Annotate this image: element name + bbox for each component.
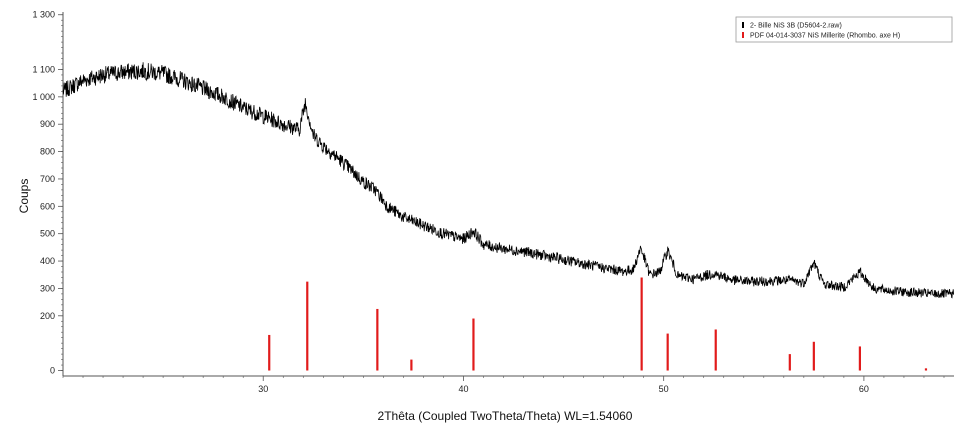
y-tick-label: 1 300 bbox=[32, 10, 55, 20]
y-tick-label: 0 bbox=[50, 366, 55, 376]
legend-swatch-pattern bbox=[742, 22, 744, 28]
y-tick-label: 600 bbox=[40, 201, 55, 211]
legend-box bbox=[735, 16, 953, 43]
legend-entry-pattern: 2- Bille NiS 3B (D5604-2.raw) bbox=[750, 23, 842, 30]
x-tick-label: 40 bbox=[458, 384, 468, 394]
x-tick-label: 60 bbox=[859, 384, 869, 394]
pattern-trace bbox=[62, 62, 954, 299]
legend-entry-reference: PDF 04-014-3037 NiS Millerite (Rhombo. a… bbox=[750, 33, 900, 40]
pattern-line bbox=[62, 62, 954, 299]
x-tick-label: 50 bbox=[659, 384, 669, 394]
y-tick-label: 1 100 bbox=[32, 64, 55, 74]
y-tick-label: 200 bbox=[40, 311, 55, 321]
y-tick-label: 700 bbox=[40, 174, 55, 184]
x-axis-title: 2Thêta (Coupled TwoTheta/Theta) WL=1.540… bbox=[378, 409, 633, 423]
y-tick-label: 300 bbox=[40, 283, 55, 293]
y-axis-title: Coups bbox=[17, 179, 31, 214]
reference-sticks bbox=[268, 277, 928, 371]
y-tick-label: 400 bbox=[40, 256, 55, 266]
tick-labels: 0 200 300 400 500 600 700 800 900 1 000 1 100 1 300… bbox=[32, 10, 868, 394]
y-tick-label: 800 bbox=[40, 147, 55, 157]
axes bbox=[58, 12, 954, 381]
y-tick-label: 900 bbox=[40, 119, 55, 129]
y-tick-label: 1 000 bbox=[32, 92, 55, 102]
x-tick-label: 30 bbox=[258, 384, 268, 394]
y-tick-label: 500 bbox=[40, 229, 55, 239]
legend-swatch-reference bbox=[742, 32, 744, 38]
legend: 2- Bille NiS 3B (D5604-2.raw) PDF 04-014… bbox=[735, 16, 953, 43]
